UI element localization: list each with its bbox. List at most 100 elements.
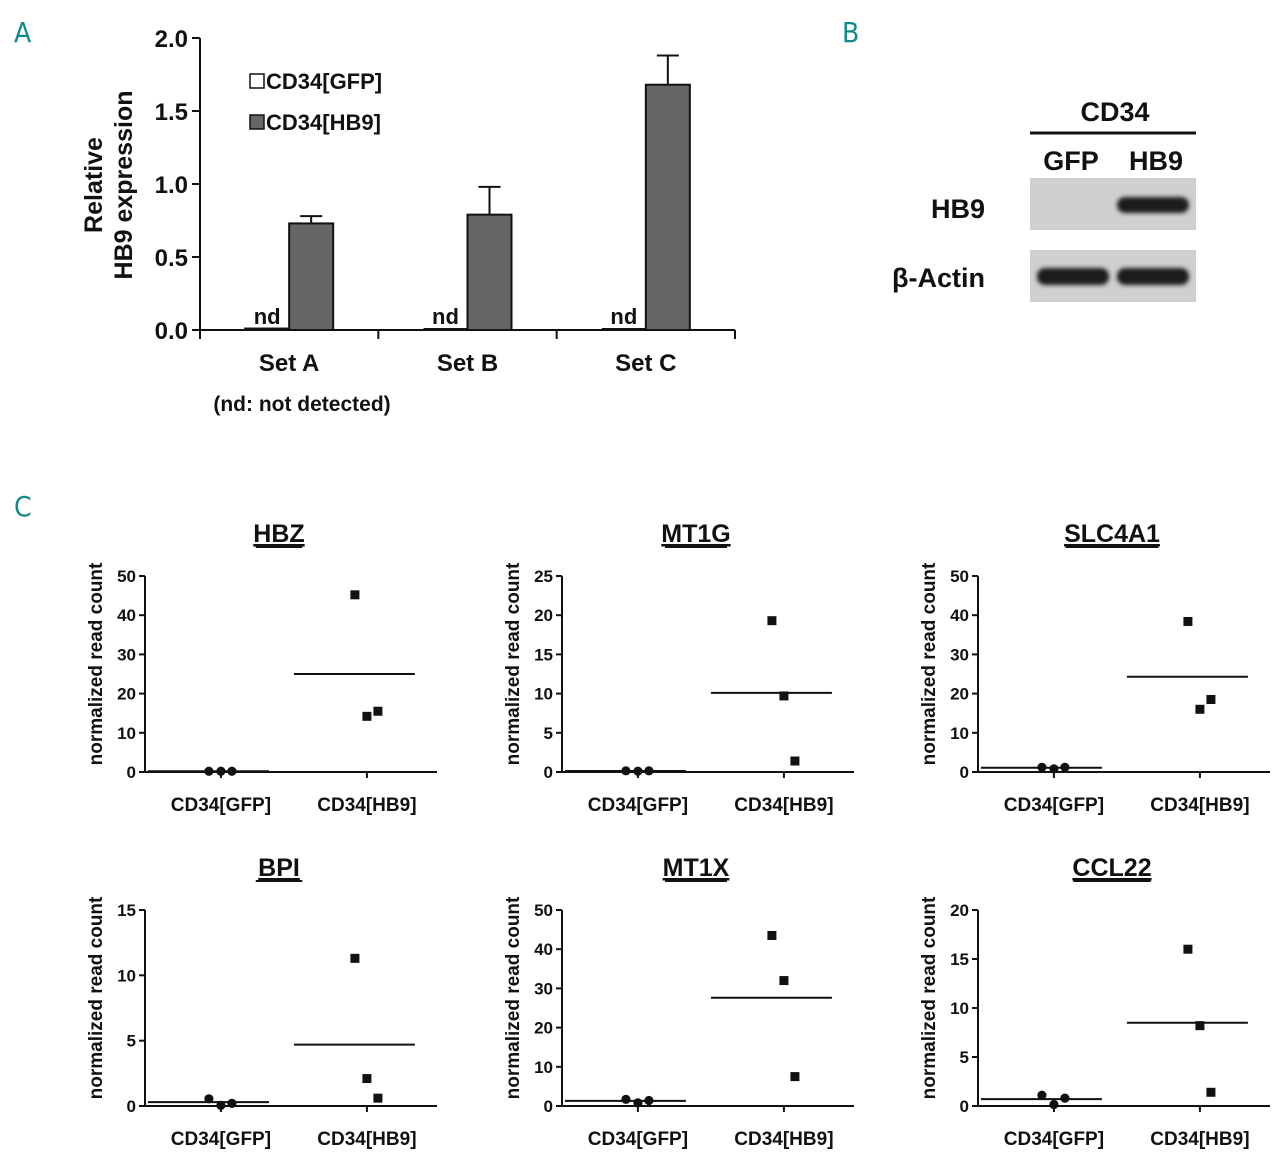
y-tick-label: 15 (117, 901, 136, 920)
data-point-circle (633, 1098, 643, 1108)
y-axis-label-line-1: Relative (80, 137, 108, 233)
gel-lane-label-gfp: GFP (1043, 146, 1099, 176)
data-point-square (767, 616, 777, 626)
data-point-square (1183, 944, 1193, 954)
y-tick-label: 10 (950, 724, 969, 743)
y-tick-label: 5 (127, 1032, 136, 1051)
y-tick-label: 40 (534, 940, 553, 959)
y-tick-label: 20 (117, 685, 136, 704)
y-tick-label: 0 (960, 763, 969, 782)
y-tick-label: 15 (534, 645, 553, 664)
y-tick-label: 0 (960, 1097, 969, 1116)
y-tick-label: 30 (117, 645, 136, 664)
bar-chart-panel-a: 0.0 0.5 1.0 1.5 2.0 nd nd nd Set A Set B Set C R… (80, 26, 736, 416)
gel-row-label-hb9: HB9 (931, 194, 985, 224)
y-axis: 0.0 0.5 1.0 1.5 2.0 (155, 26, 201, 345)
y-tick-label: 50 (534, 901, 553, 920)
bar-hb9 (644, 83, 691, 331)
panel-label-c: C (14, 490, 32, 523)
y-tick-label: 10 (534, 685, 553, 704)
y-tick-label: 20 (950, 901, 969, 920)
x-tick-label: Set A (259, 350, 319, 377)
data-point-circle (644, 766, 654, 776)
data-point-circle (1060, 762, 1070, 772)
x-tick-label: CD34[HB9] (1150, 1129, 1249, 1150)
data-point-square (362, 1074, 372, 1084)
y-tick-label: 30 (950, 645, 969, 664)
scatter-plot-mt1g: MT1G 0 5 10 15 20 25 normalized read count CD34[… (503, 520, 854, 816)
y-tick-label: 0 (127, 1097, 136, 1116)
data-point-square (1206, 694, 1216, 704)
gene-title: MT1G (661, 520, 730, 548)
gel-band-hb9-hb9 (1117, 197, 1189, 213)
data-point-square (350, 953, 360, 963)
data-point-circle (1049, 764, 1059, 774)
y-tick-label: 1.0 (155, 172, 188, 199)
x-tick-label: CD34[HB9] (317, 1129, 416, 1150)
data-point-square (1206, 1087, 1216, 1097)
bar-data-label: nd (610, 304, 637, 329)
data-point-circle (204, 766, 214, 776)
data-point-square (779, 976, 789, 986)
y-tick-label: 20 (534, 606, 553, 625)
x-tick-label: CD34[HB9] (317, 795, 416, 816)
y-tick-label: 10 (117, 966, 136, 985)
y-axis-label: normalized read count (86, 896, 107, 1099)
data-point-square (767, 930, 777, 940)
data-point-circle (1049, 1099, 1059, 1110)
y-tick-label: 25 (534, 567, 553, 586)
y-tick-label: 2.0 (155, 26, 188, 53)
bar-hb9 (288, 222, 335, 331)
legend-swatch-hb9 (249, 114, 265, 130)
gene-title: MT1X (663, 854, 730, 882)
bar-data-label: nd (432, 304, 459, 329)
y-tick-label: 20 (534, 1019, 553, 1038)
y-tick-label: 0.0 (155, 318, 188, 345)
data-point-circle (216, 766, 226, 776)
gene-title: BPI (258, 854, 300, 882)
gel-band-actin-hb9 (1117, 268, 1189, 285)
data-point-square (1195, 704, 1205, 714)
y-tick-label: 40 (117, 606, 136, 625)
data-point-circle (621, 766, 631, 776)
y-tick-label: 0 (544, 763, 553, 782)
footnote: (nd: not detected) (213, 393, 390, 416)
data-point-square (1195, 1021, 1205, 1031)
data-point-circle (204, 1094, 214, 1104)
scatter-plot-slc4a1: SLC4A1 0 10 20 30 40 50 normalized read count CD… (919, 520, 1270, 816)
x-tick-label: CD34[GFP] (1004, 1129, 1104, 1150)
x-tick-label: CD34[GFP] (1004, 795, 1104, 816)
gel-band-actin-gfp (1037, 268, 1109, 285)
y-tick-label: 10 (117, 724, 136, 743)
gene-title: SLC4A1 (1064, 520, 1160, 548)
data-point-square (373, 1093, 383, 1103)
y-tick-label: 0 (544, 1097, 553, 1116)
x-tick-label: Set C (615, 350, 676, 377)
y-tick-label: 5 (544, 724, 553, 743)
gene-title: CCL22 (1072, 854, 1151, 882)
gel-panel-b: CD34 GFP HB9 HB9 β-Actin (892, 97, 1196, 302)
x-tick-label: CD34[GFP] (588, 795, 688, 816)
y-tick-label: 1.5 (155, 99, 188, 126)
scatter-plot-ccl22: CCL22 0 5 10 15 20 normalized read count CD34[G… (919, 854, 1270, 1150)
data-point-circle (1037, 762, 1047, 772)
y-axis-label: normalized read count (919, 896, 940, 1099)
gel-header: CD34 (1080, 97, 1149, 127)
data-point-circle (227, 766, 237, 776)
panel-label-b: B (842, 16, 859, 49)
scatter-plot-hbz: HBZ 0 10 20 30 40 50 normalized read count CD34[… (86, 520, 437, 816)
data-point-square (1183, 616, 1193, 626)
gene-title: HBZ (253, 520, 304, 548)
data-point-square (373, 706, 383, 716)
scatter-plot-bpi: BPI 0 5 10 15 normalized read count CD34[GFP] C… (86, 854, 437, 1150)
y-tick-label: 5 (960, 1048, 969, 1067)
legend-label-gfp: CD34[GFP] (266, 69, 382, 94)
y-tick-label: 15 (950, 950, 969, 969)
bar-data-label: nd (254, 304, 281, 329)
data-point-circle (227, 1098, 237, 1108)
legend: CD34[GFP] CD34[HB9] (249, 69, 382, 135)
x-axis: Set A Set B Set C (199, 329, 736, 377)
x-tick-label: CD34[GFP] (171, 1129, 271, 1150)
panel-label-a: A (14, 16, 32, 49)
